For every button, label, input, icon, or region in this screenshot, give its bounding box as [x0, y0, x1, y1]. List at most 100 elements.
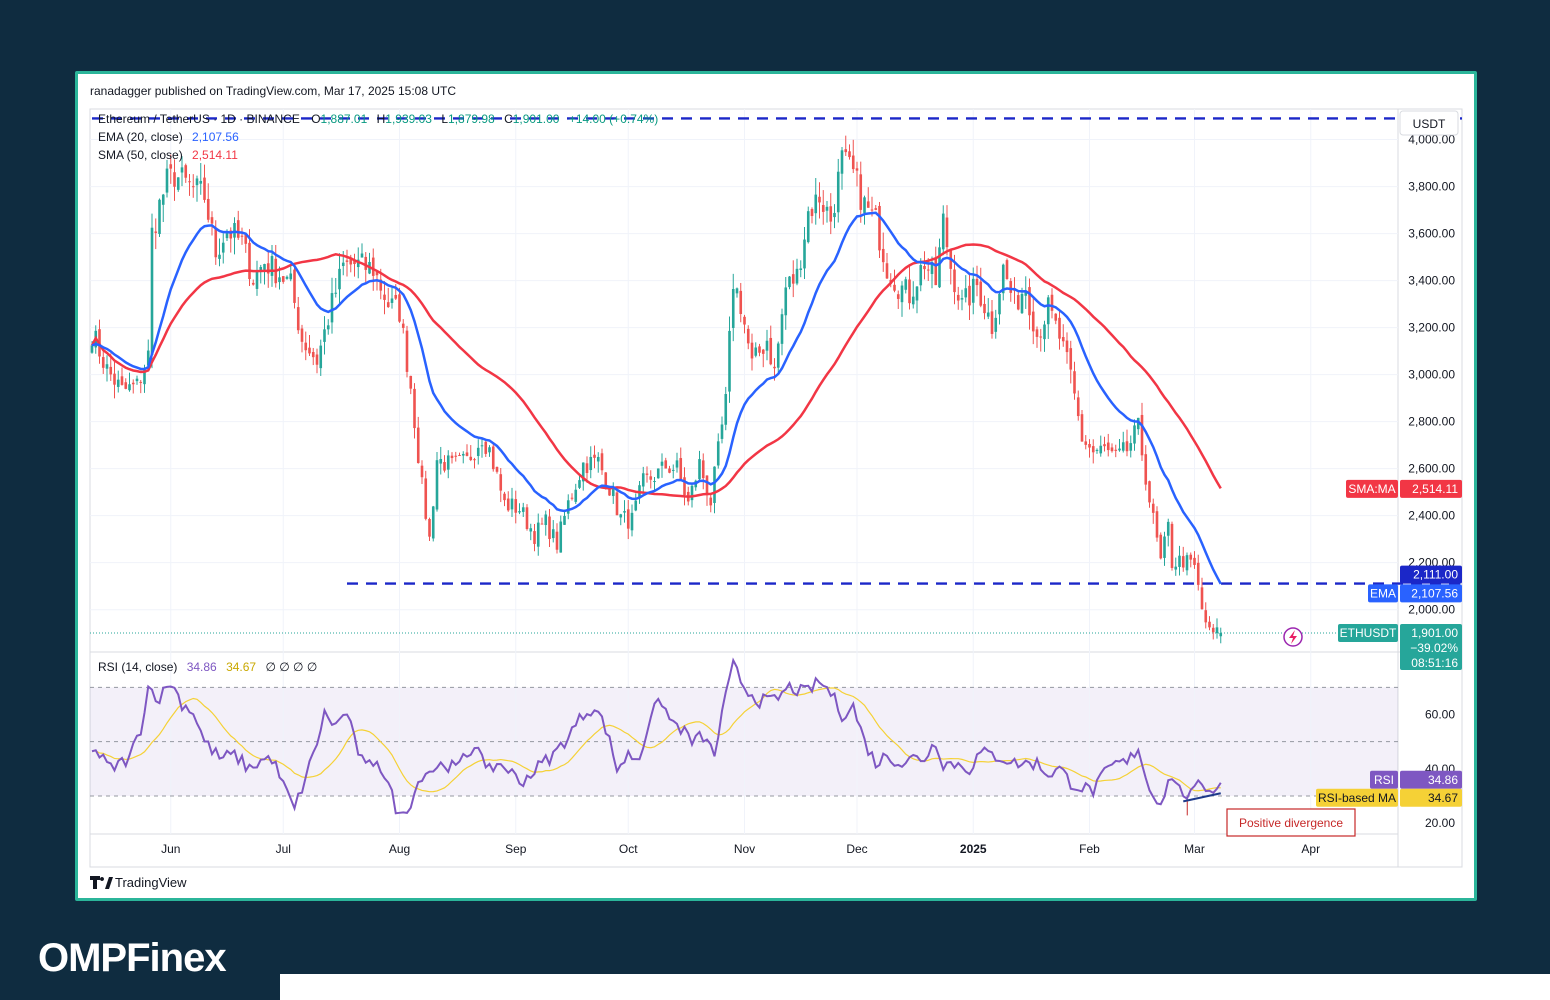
candle-body — [1125, 441, 1129, 452]
candle-body — [1170, 523, 1174, 568]
price-tick-label: 3,200.00 — [1408, 321, 1455, 335]
candle-body — [214, 227, 218, 258]
candle-body — [791, 274, 795, 284]
tradingview-logo[interactable]: TradingView — [90, 875, 187, 890]
rsi-value-tag-box — [1400, 770, 1462, 789]
candle-body — [120, 376, 124, 385]
candle-body — [1118, 448, 1121, 451]
level-price-tag-box — [1400, 565, 1462, 584]
rsi-value-tag-text: 34.86 — [1428, 773, 1458, 787]
candle-body — [821, 205, 825, 212]
candle-body — [840, 150, 844, 174]
candle-body — [495, 466, 499, 472]
candle-body — [169, 164, 173, 169]
candle-body — [278, 277, 281, 283]
candle-body — [146, 350, 150, 366]
candle-body — [529, 528, 533, 532]
candle-body — [994, 317, 998, 332]
lightning-icon[interactable] — [1283, 627, 1303, 647]
currency-box[interactable] — [1399, 110, 1459, 136]
rsi-legend[interactable]: RSI (14, close) 34.86 34.67 ∅ ∅ ∅ ∅ — [98, 660, 317, 674]
rsi-ma-name-tag-box — [1316, 788, 1398, 807]
candle-body — [428, 518, 431, 537]
candle-body — [143, 369, 146, 385]
candle-body — [398, 294, 401, 322]
candle-body — [394, 295, 398, 299]
candle-body — [593, 454, 596, 458]
candle-body — [218, 254, 221, 259]
candle-body — [1174, 566, 1178, 570]
candle-body — [776, 343, 780, 368]
candle-body — [386, 302, 390, 308]
candle-body — [465, 452, 469, 456]
candle-body — [266, 263, 270, 274]
rsi-ma-line — [91, 687, 1221, 793]
candle-body — [765, 340, 769, 351]
candle-body — [1073, 371, 1076, 394]
candle-body — [626, 509, 630, 529]
candle-body — [570, 497, 574, 499]
candle-body — [769, 337, 773, 365]
sma-price-tag-text: 2,514.11 — [1412, 482, 1458, 496]
chart-svg: 4,000.00 3,800.00 3,600.00 3,400.00 3,200.00… — [89, 84, 1463, 890]
last-price-tag-box — [1400, 623, 1462, 670]
candle-body — [1061, 337, 1065, 342]
candle-body — [334, 292, 338, 294]
ohlc-l-label: L — [441, 112, 448, 126]
ema-name-tag-box — [1368, 584, 1398, 603]
rsi-name-tag-box — [1370, 770, 1398, 789]
candle-body — [1095, 449, 1099, 451]
last-price-value: 1,901.00 — [1411, 626, 1458, 640]
candle-body — [1009, 281, 1013, 293]
sma-legend[interactable]: SMA (50, close) 2,514.11 — [98, 148, 238, 162]
candle-body — [649, 476, 653, 480]
candle-body — [911, 296, 915, 305]
candle-body — [323, 329, 326, 342]
candle-body — [930, 261, 934, 274]
candle-body — [915, 286, 919, 301]
candle-body — [975, 278, 979, 286]
candle-body — [754, 347, 758, 356]
candle-body — [203, 177, 206, 200]
candle-body — [484, 441, 488, 454]
candle-body — [1084, 441, 1088, 445]
candle-body — [619, 514, 623, 518]
ema-legend[interactable]: EMA (20, close) 2,107.56 — [98, 130, 239, 144]
candle-body — [454, 455, 458, 457]
candle-body — [803, 239, 806, 269]
sma-legend-value: 2,514.11 — [192, 148, 238, 162]
chart-card: 4,000.00 3,800.00 3,600.00 3,400.00 3,200.00… — [75, 71, 1477, 901]
candle-body — [851, 155, 855, 170]
candle-body — [623, 511, 626, 513]
candle-body — [401, 323, 405, 328]
candle-body — [364, 256, 368, 270]
candle-body — [1046, 297, 1050, 325]
candle-body — [1211, 627, 1215, 633]
candle-body — [1129, 443, 1133, 451]
candle-body — [998, 293, 1001, 315]
candle-body — [705, 475, 709, 496]
candle-body — [326, 325, 330, 330]
candle-body — [683, 477, 686, 496]
candle-body — [480, 445, 484, 447]
candle-body — [1001, 264, 1005, 294]
candle-body — [630, 512, 634, 531]
candle-body — [986, 312, 990, 317]
candle-body — [424, 478, 428, 519]
candle-body — [941, 213, 945, 250]
candle-body — [829, 206, 833, 222]
annotation-box[interactable] — [1226, 808, 1356, 837]
candle-body — [773, 366, 776, 369]
brand-logo[interactable]: OMPFinex — [38, 936, 227, 980]
candle-body — [581, 462, 585, 482]
publisher-line: ranadagger published on TradingView.com,… — [90, 84, 456, 98]
candle-body — [116, 379, 120, 387]
candle-body — [833, 212, 836, 218]
ema-name-tag-text: EMA — [1370, 586, 1396, 600]
candle-body — [1196, 562, 1200, 585]
candle-body — [1189, 554, 1193, 560]
candle-body — [540, 523, 544, 525]
candle-body — [518, 511, 521, 513]
candle-body — [1136, 417, 1140, 430]
candle-body — [263, 264, 266, 270]
